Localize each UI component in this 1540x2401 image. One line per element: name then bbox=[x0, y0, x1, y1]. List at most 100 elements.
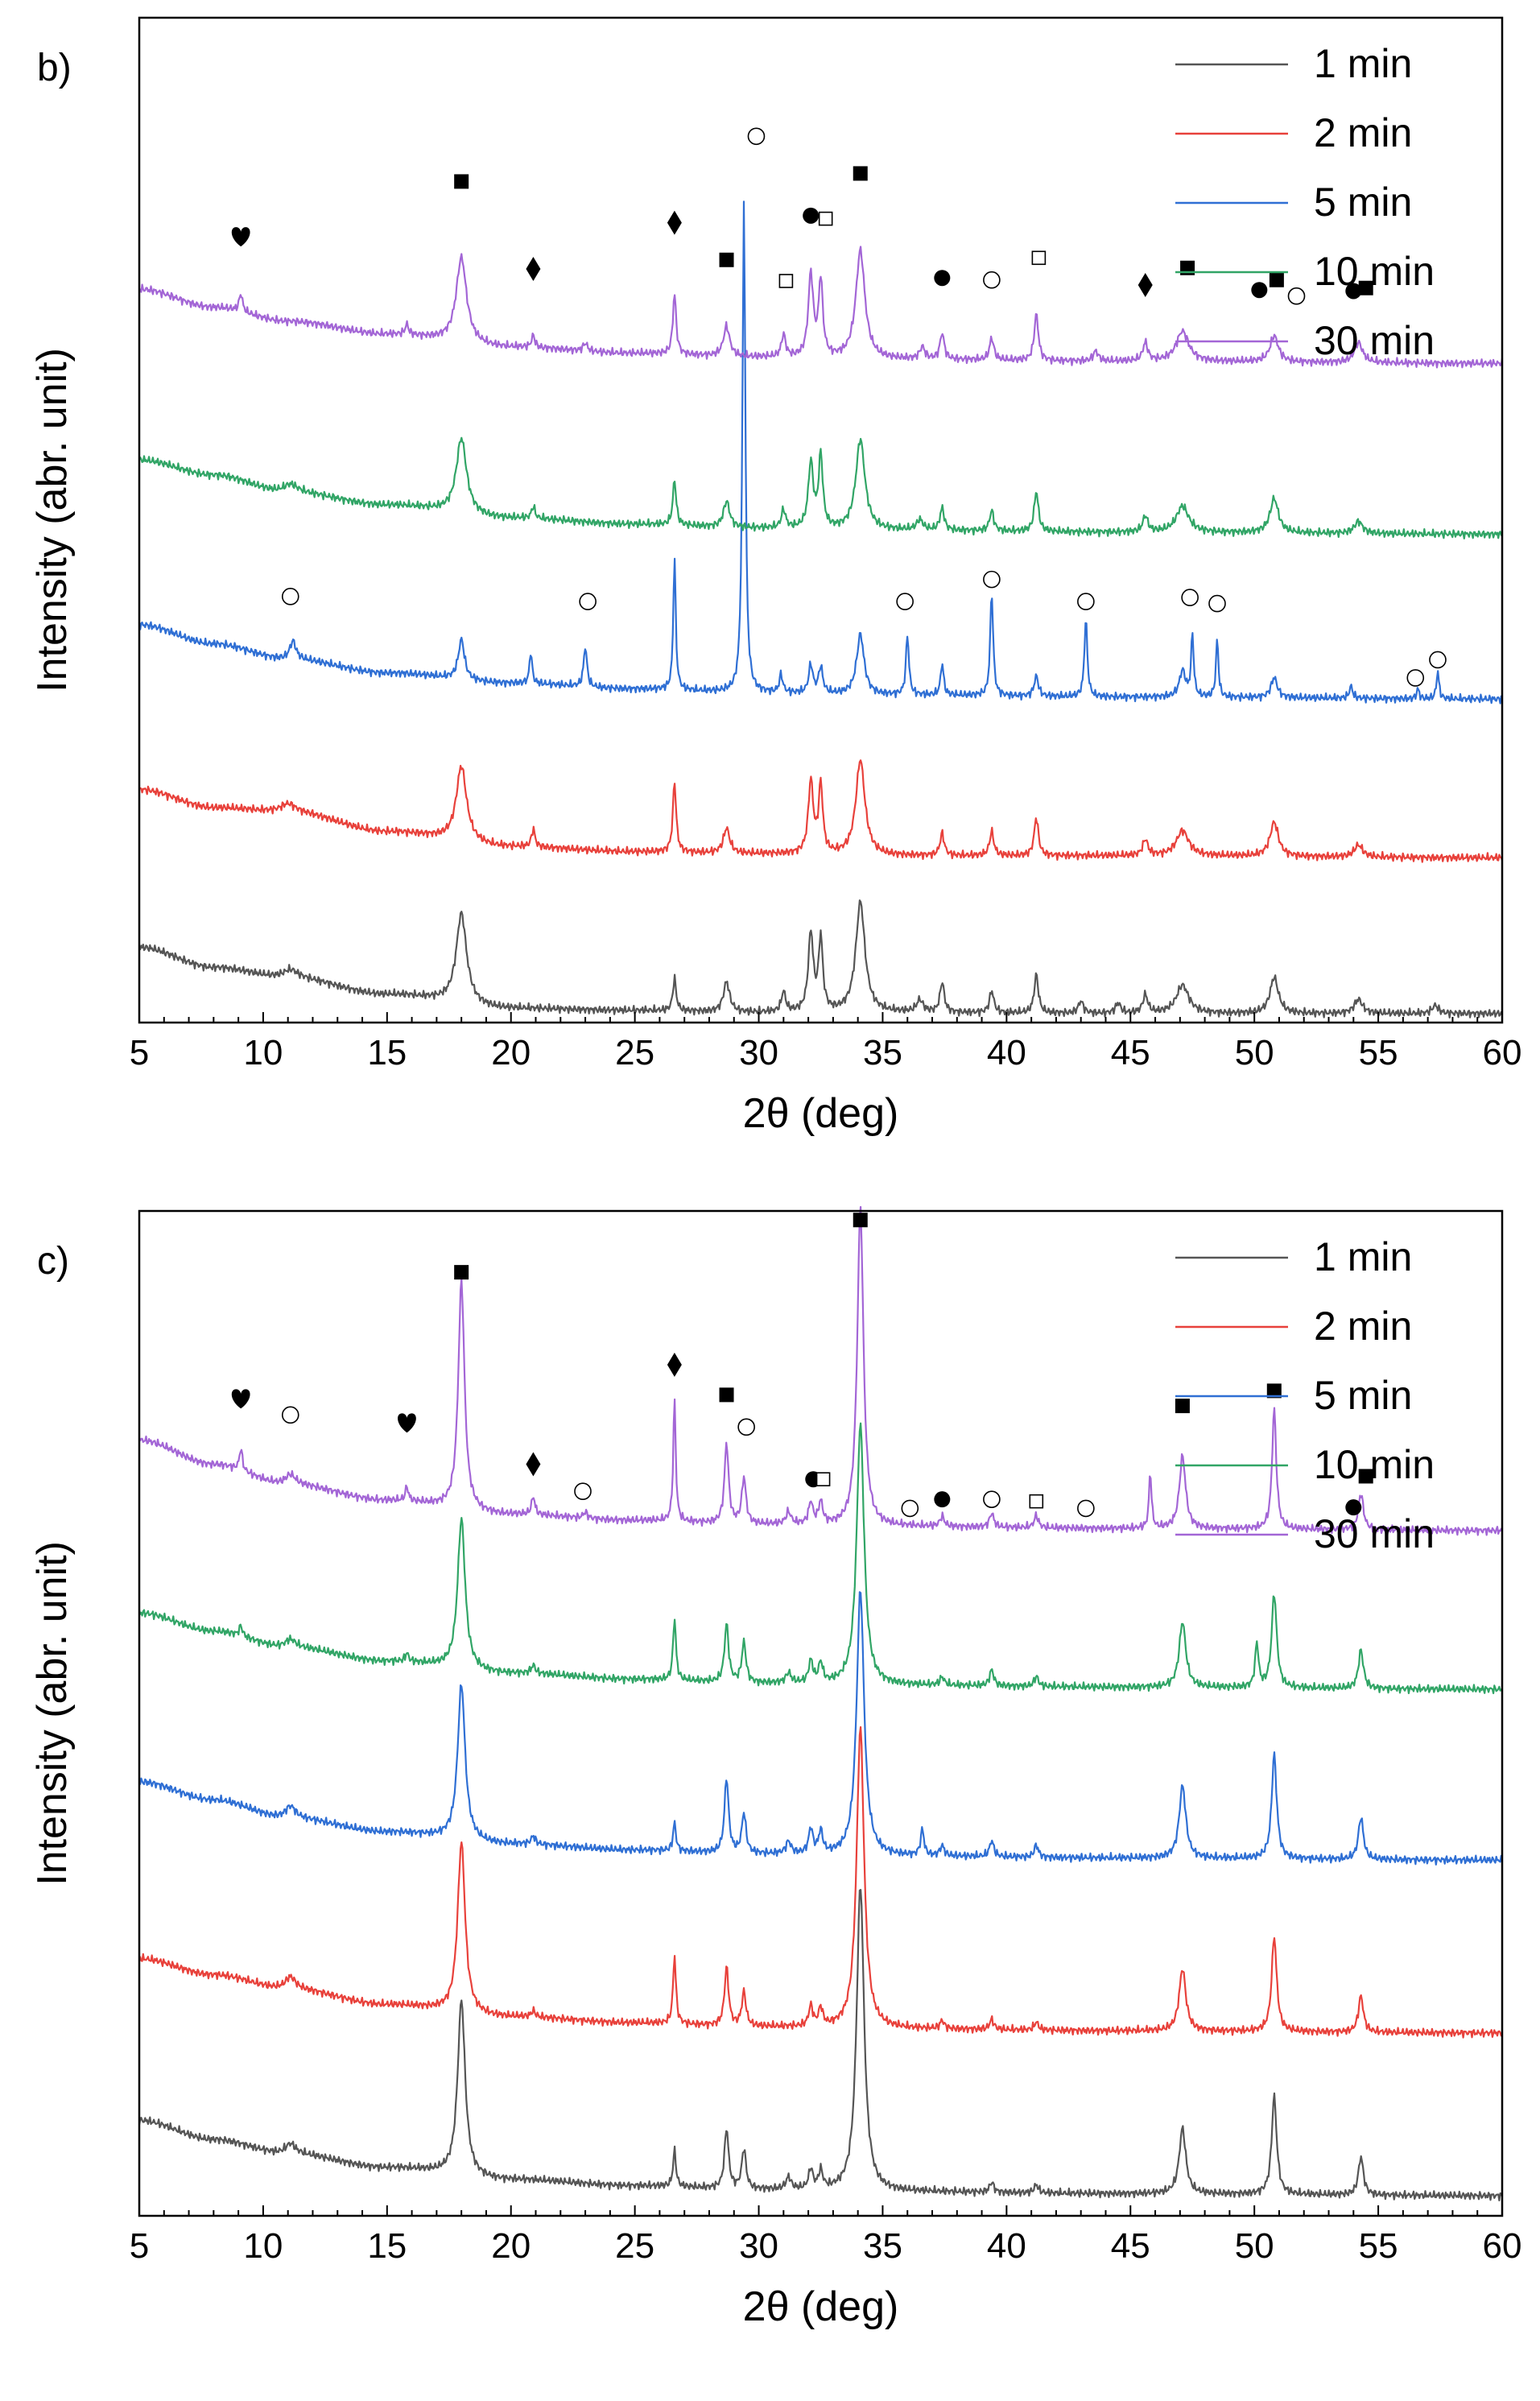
series-line-30-min bbox=[138, 1205, 1503, 1536]
x-tick-label: 60 bbox=[1483, 2226, 1522, 2266]
phase-marker-filled-square bbox=[454, 1265, 469, 1280]
x-tick-label: 45 bbox=[1111, 1033, 1150, 1072]
x-tick-label: 30 bbox=[739, 1033, 778, 1072]
x-tick-label: 5 bbox=[130, 2226, 149, 2266]
phase-marker-diamond bbox=[667, 210, 682, 235]
phase-marker-filled-square bbox=[1175, 1399, 1190, 1414]
phase-marker-open-circle bbox=[1077, 1499, 1095, 1518]
x-tick-label: 15 bbox=[367, 2226, 407, 2266]
x-tick-label: 20 bbox=[491, 1033, 531, 1072]
x-tick-label: 35 bbox=[863, 1033, 902, 1072]
legend-label: 1 min bbox=[1314, 1234, 1412, 1279]
phase-marker-open-circle bbox=[1077, 593, 1095, 610]
x-tick-label: 10 bbox=[243, 2226, 283, 2266]
x-tick-label: 25 bbox=[615, 1033, 654, 1072]
phase-marker-open-circle bbox=[579, 593, 597, 610]
plot-frame bbox=[138, 16, 1504, 1024]
phase-marker-diamond bbox=[526, 1452, 541, 1477]
phase-marker-open-circle bbox=[901, 1499, 919, 1518]
legend-label: 10 min bbox=[1314, 1442, 1435, 1487]
series-line-5-min bbox=[138, 1591, 1504, 1866]
legend-label: 1 min bbox=[1314, 41, 1412, 86]
x-tick-label: 45 bbox=[1111, 2226, 1150, 2266]
phase-marker-open-circle bbox=[747, 127, 766, 146]
phase-marker-filled-square bbox=[1269, 272, 1284, 287]
phase-marker-open-circle bbox=[737, 1418, 755, 1436]
phase-marker-open-circle bbox=[983, 570, 1001, 589]
phase-marker-filled-square bbox=[719, 252, 734, 267]
legend-label: 5 min bbox=[1314, 180, 1412, 225]
phase-marker-diamond bbox=[667, 1352, 682, 1377]
plot-frame bbox=[138, 1209, 1504, 2217]
panel-label: b) bbox=[37, 47, 72, 89]
phase-marker-filled-circle bbox=[1345, 283, 1362, 300]
phase-marker-filled-square bbox=[454, 174, 469, 189]
legend-label: 30 min bbox=[1314, 318, 1435, 363]
series-line-5-min bbox=[138, 200, 1503, 705]
phase-marker-filled-circle bbox=[1251, 282, 1268, 299]
x-tick-label: 55 bbox=[1359, 2226, 1398, 2266]
phase-marker-heart bbox=[398, 1413, 416, 1433]
x-tick-label: 50 bbox=[1235, 1033, 1274, 1072]
phase-marker-open-circle bbox=[1208, 594, 1226, 613]
phase-marker-open-square bbox=[1029, 1494, 1044, 1509]
x-axis-label: 2θ (deg) bbox=[743, 1090, 899, 1137]
series-line-10-min bbox=[138, 436, 1503, 539]
legend-label: 10 min bbox=[1314, 249, 1435, 294]
series-line-1-min bbox=[138, 1889, 1504, 2201]
panel-c: 5 10 15 20 25 30 35 40 45 50 55 60 2θ (deg) Intensity… bbox=[29, 1205, 1522, 2330]
phase-marker-filled-circle bbox=[934, 270, 951, 287]
phase-marker-filled-circle bbox=[934, 1491, 951, 1508]
y-axis-label: Intensity (abr. unit) bbox=[29, 348, 76, 692]
phase-marker-filled-circle bbox=[1345, 1499, 1362, 1516]
x-tick-label: 25 bbox=[615, 2226, 654, 2266]
phase-marker-open-circle bbox=[1406, 669, 1425, 687]
phase-marker-open-square bbox=[1031, 250, 1047, 266]
x-tick-label: 20 bbox=[491, 2226, 531, 2266]
series-line-2-min bbox=[138, 1725, 1503, 2039]
phase-marker-heart bbox=[231, 227, 250, 247]
phase-marker-open-circle bbox=[281, 1406, 299, 1424]
panel-label: c) bbox=[37, 1240, 69, 1283]
legend-label: 2 min bbox=[1314, 1304, 1412, 1349]
x-tick-label: 30 bbox=[739, 2226, 778, 2266]
x-tick-label: 50 bbox=[1235, 2226, 1274, 2266]
phase-marker-open-circle bbox=[1287, 287, 1306, 305]
phase-marker-heart bbox=[231, 1389, 250, 1409]
phase-marker-filled-circle bbox=[803, 207, 820, 224]
phase-marker-open-circle bbox=[983, 1490, 1001, 1508]
phase-marker-filled-square bbox=[1266, 1383, 1282, 1399]
legend-label: 5 min bbox=[1314, 1373, 1412, 1418]
phase-marker-open-circle bbox=[574, 1482, 592, 1500]
y-axis-label: Intensity (abr. unit) bbox=[29, 1541, 76, 1886]
phase-marker-filled-square bbox=[719, 1387, 734, 1403]
phase-marker-open-square bbox=[815, 1472, 831, 1487]
x-tick-label: 10 bbox=[243, 1033, 283, 1072]
legend-label: 2 min bbox=[1314, 110, 1412, 155]
phase-marker-filled-square bbox=[853, 166, 868, 181]
phase-marker-diamond bbox=[1137, 272, 1153, 297]
phase-marker-open-circle bbox=[896, 593, 914, 610]
series-line-30-min bbox=[138, 246, 1504, 369]
legend-label: 30 min bbox=[1314, 1511, 1435, 1556]
phase-marker-open-circle bbox=[983, 271, 1001, 289]
phase-marker-filled-square bbox=[1358, 1469, 1373, 1484]
panel-b: 5 10 15 20 25 30 35 40 45 50 55 60 2θ (deg) Intensity… bbox=[29, 16, 1521, 1137]
phase-marker-filled-square bbox=[853, 1213, 868, 1228]
series-line-10-min bbox=[138, 1422, 1503, 1695]
series-line-1-min bbox=[138, 899, 1503, 1019]
x-tick-label: 35 bbox=[863, 2226, 902, 2266]
phase-marker-diamond bbox=[526, 257, 541, 281]
x-tick-label: 55 bbox=[1359, 1033, 1398, 1072]
x-axis-label: 2θ (deg) bbox=[743, 2283, 899, 2330]
x-tick-label: 5 bbox=[130, 1033, 149, 1072]
x-tick-label: 40 bbox=[987, 1033, 1026, 1072]
phase-marker-open-square bbox=[818, 211, 833, 226]
phase-marker-open-circle bbox=[1181, 589, 1199, 606]
x-tick-label: 15 bbox=[367, 1033, 407, 1072]
phase-marker-open-square bbox=[778, 274, 794, 288]
series-line-2-min bbox=[138, 759, 1504, 863]
phase-marker-filled-square bbox=[1358, 280, 1373, 295]
phase-marker-open-circle bbox=[1429, 651, 1447, 669]
